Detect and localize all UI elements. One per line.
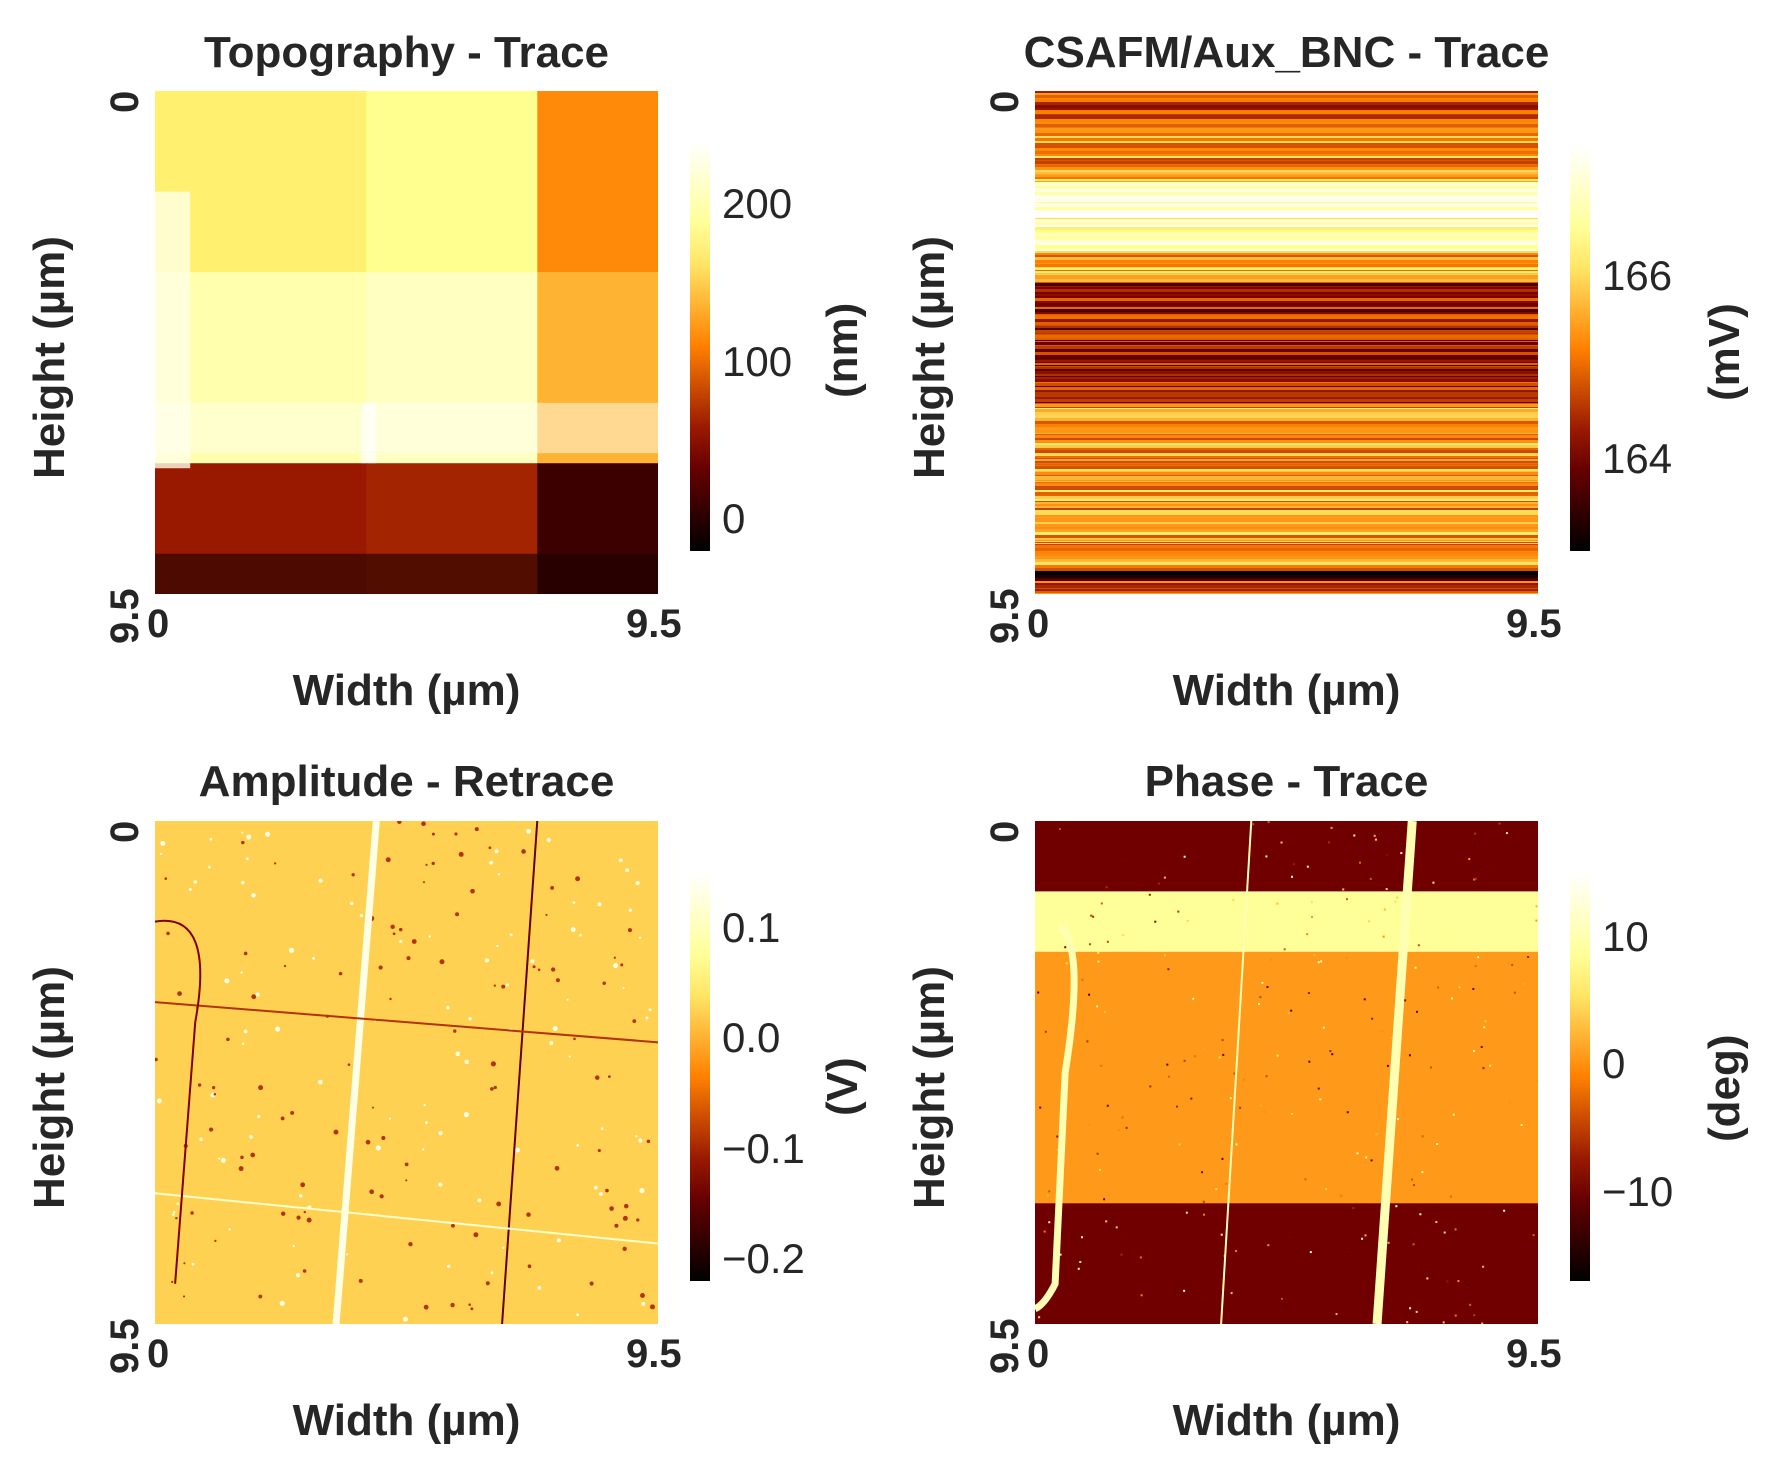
y-axis-label: Height (µm) [905, 235, 954, 479]
heatmap-plot-area [155, 821, 658, 1324]
colorbar-tick-label: 0.0 [722, 1014, 781, 1062]
topography-image [155, 91, 658, 594]
heatmap-plot-area [1035, 821, 1538, 1324]
y-axis-label: Height (µm) [905, 965, 954, 1209]
panel-title: Amplitude - Retrace [198, 757, 615, 806]
colorbar-tick-label: 0 [722, 495, 746, 543]
x-tick-label: 0 [147, 602, 170, 646]
panel-title: Phase - Trace [1144, 757, 1429, 806]
colorbar [690, 141, 710, 551]
colorbar-tick-label: 0 [1602, 1040, 1626, 1088]
x-axis-label: Width (µm) [292, 666, 521, 715]
x-axis-label: Width (µm) [292, 1396, 521, 1445]
colorbar-tick-label: −0.1 [722, 1124, 805, 1172]
x-tick-label: 9.5 [626, 1332, 682, 1376]
y-axis-label: Height (µm) [25, 965, 74, 1209]
colorbar-tick-label: 164 [1602, 435, 1673, 483]
colorbar-label: (mV) [1700, 303, 1749, 401]
y-axis-label: Height (µm) [25, 235, 74, 479]
colorbar-tick-label: 100 [722, 337, 793, 385]
colorbar-tick-label: −0.2 [722, 1234, 805, 1282]
x-axis-label: Width (µm) [1172, 666, 1401, 715]
phase-image [1035, 821, 1538, 1324]
y-tick-label: 0 [983, 90, 1027, 113]
y-tick-label: 9.5 [983, 588, 1027, 644]
x-tick-label: 9.5 [626, 602, 682, 646]
panel-title: Topography - Trace [203, 28, 610, 77]
x-tick-label: 0 [1027, 602, 1050, 646]
colorbar-label: (nm) [818, 302, 867, 398]
y-tick-label: 9.5 [103, 1318, 147, 1374]
x-tick-label: 9.5 [1506, 1332, 1562, 1376]
heatmap-plot-area [1035, 91, 1538, 594]
y-tick-label: 0 [983, 820, 1027, 843]
colorbar-label: (deg) [1700, 1034, 1749, 1142]
colorbar-gradient [690, 141, 710, 551]
y-tick-label: 0 [103, 820, 147, 843]
colorbar-gradient [1570, 147, 1590, 551]
x-tick-label: 0 [147, 1332, 170, 1376]
colorbar-tick-label: 0.1 [722, 904, 781, 952]
y-tick-label: 0 [103, 90, 147, 113]
heatmap-plot-area [155, 91, 658, 594]
panel-title: CSAFM/Aux_BNC - Trace [1023, 28, 1550, 77]
colorbar-tick-label: 10 [1602, 912, 1649, 960]
colorbar-label: (V) [818, 1057, 867, 1116]
colorbar [690, 873, 710, 1281]
y-tick-label: 9.5 [983, 1318, 1027, 1374]
x-axis-label: Width (µm) [1172, 1396, 1401, 1445]
colorbar [1570, 147, 1590, 551]
colorbar-gradient [1570, 873, 1590, 1281]
current-image [1035, 91, 1538, 594]
y-tick-label: 9.5 [103, 588, 147, 644]
amplitude-image [155, 821, 658, 1324]
colorbar-tick-label: 200 [722, 180, 793, 228]
x-tick-label: 9.5 [1506, 602, 1562, 646]
x-tick-label: 0 [1027, 1332, 1050, 1376]
colorbar-tick-label: 166 [1602, 251, 1673, 299]
colorbar-gradient [690, 873, 710, 1281]
colorbar [1570, 873, 1590, 1281]
colorbar-tick-label: −10 [1602, 1167, 1674, 1215]
